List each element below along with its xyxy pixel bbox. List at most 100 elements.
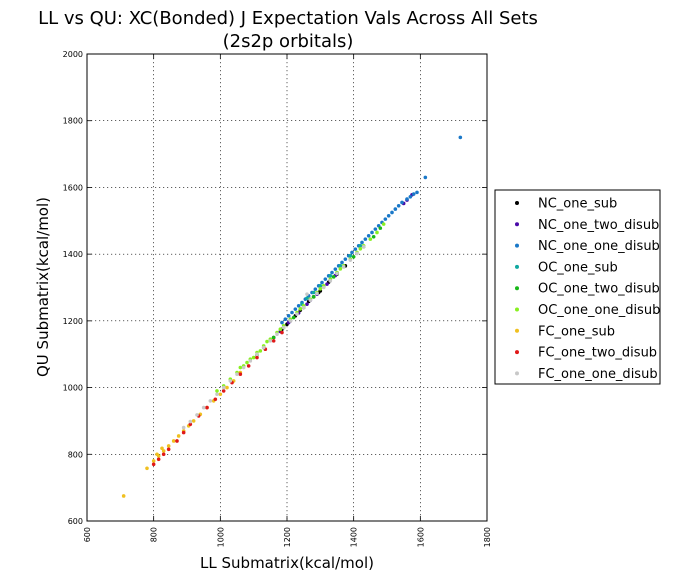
legend-marker [515, 222, 519, 227]
legend-marker [515, 350, 519, 355]
legend-marker [515, 371, 519, 376]
data-point [213, 397, 218, 402]
data-point [166, 444, 171, 448]
chart-title: LL vs QU: XC(Bonded) J Expectation Vals … [38, 8, 538, 29]
data-point [330, 270, 334, 275]
data-point [318, 284, 323, 288]
data-point [218, 392, 223, 397]
data-point [145, 466, 149, 471]
data-point [423, 175, 428, 180]
data-point [215, 392, 219, 397]
legend-marker [515, 243, 519, 248]
legend-label: OC_one_sub [538, 260, 618, 275]
data-point [296, 304, 301, 308]
x-tick-label: 1200 [283, 527, 292, 547]
chart-subtitle: (2s2p orbitals) [223, 31, 354, 52]
data-point [195, 413, 199, 417]
data-point [408, 194, 413, 199]
series-8 [181, 245, 366, 430]
data-point [221, 389, 226, 393]
data-point [335, 271, 339, 276]
data-point [351, 255, 356, 259]
y-tick-label: 800 [68, 450, 83, 459]
data-point [188, 422, 193, 427]
data-point [228, 379, 233, 383]
data-point [343, 257, 348, 261]
data-point [283, 317, 288, 321]
data-point [311, 290, 316, 295]
data-point [280, 320, 284, 325]
data-point [305, 302, 309, 306]
data-point [315, 291, 319, 296]
data-point [286, 314, 291, 318]
x-tick-label: 1000 [216, 527, 225, 547]
series-5 [215, 222, 386, 393]
data-point [405, 197, 409, 201]
legend-label: FC_one_sub [538, 324, 615, 339]
data-point [348, 254, 353, 258]
data-point [261, 345, 266, 350]
data-point [288, 319, 293, 323]
legend-label: NC_one_one_disub [538, 239, 660, 254]
data-point [338, 264, 343, 268]
data-point [161, 449, 166, 453]
data-point [225, 385, 229, 390]
legend-marker [515, 286, 519, 291]
legend-frame [494, 189, 661, 385]
y-tick-label: 1200 [63, 317, 83, 326]
data-point [375, 230, 379, 235]
data-point [393, 207, 398, 211]
data-point [298, 307, 303, 311]
data-point [235, 372, 239, 377]
series-1 [278, 192, 414, 334]
y-tick-label: 600 [68, 517, 83, 526]
x-axis-label: LL Submatrix(kcal/mol) [200, 554, 374, 572]
legend-marker [515, 307, 519, 312]
y-tick-label: 1600 [63, 183, 83, 192]
data-point [458, 135, 463, 140]
data-point [248, 359, 253, 363]
data-point [278, 327, 283, 331]
data-point [328, 279, 333, 283]
data-point [331, 275, 336, 279]
data-point [360, 240, 364, 245]
data-point [383, 217, 388, 221]
data-point [191, 419, 196, 423]
data-point [321, 285, 326, 290]
data-point [390, 210, 394, 215]
legend-label: OC_one_one_disub [538, 303, 660, 318]
data-point [358, 244, 363, 248]
data-point [171, 439, 176, 443]
data-point [181, 425, 186, 430]
data-point [175, 439, 179, 443]
data-point [371, 234, 376, 239]
data-point [151, 459, 156, 463]
data-point [255, 352, 259, 357]
data-point [366, 233, 371, 238]
data-point [301, 305, 306, 310]
legend-label: NC_one_sub [538, 197, 617, 212]
y-tick-label: 1400 [63, 250, 83, 259]
data-point [411, 192, 416, 196]
data-point [201, 405, 206, 410]
legend-marker [515, 264, 519, 269]
data-point [348, 258, 353, 262]
data-point [271, 335, 276, 340]
data-point [215, 389, 219, 393]
axis-ticks: 600 800 1000 1200 1400 1600 1800 600 800 1000 1200… [63, 50, 492, 547]
x-tick-label: 1600 [416, 527, 425, 547]
data-point [156, 457, 161, 462]
data-point [378, 226, 383, 230]
x-tick-label: 1800 [483, 527, 492, 547]
series-7 [151, 330, 284, 467]
data-point [275, 332, 279, 337]
data-point [323, 277, 328, 281]
data-point [161, 452, 166, 457]
data-point [255, 355, 259, 360]
data-point [188, 419, 193, 424]
data-point [415, 190, 419, 195]
data-point [258, 349, 263, 353]
data-point [318, 287, 323, 291]
data-point [241, 365, 246, 370]
data-point [181, 430, 186, 435]
